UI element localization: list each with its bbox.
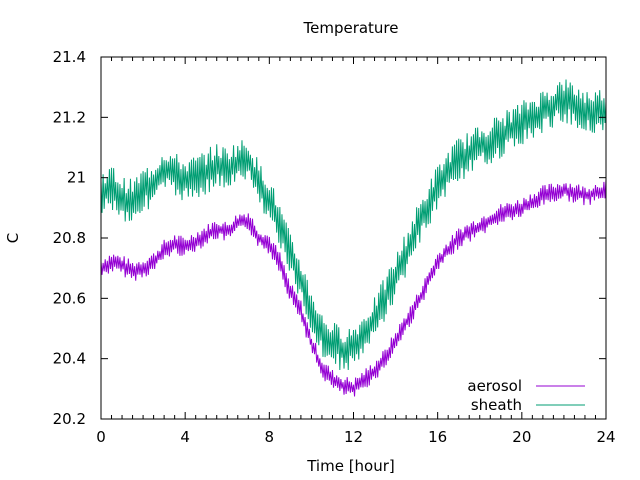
legend-label-sheath: sheath: [471, 396, 522, 414]
x-tick-label: 24: [596, 428, 615, 446]
x-axis-label: Time [hour]: [306, 457, 395, 475]
x-tick-label: 0: [96, 428, 106, 446]
axis-ticks: [100, 56, 607, 420]
y-tick-label: 21.4: [53, 48, 86, 66]
x-tick-label: 12: [344, 428, 363, 446]
tick-labels: 0 4 8 12 16 20 24 20.2 20.4 20.6 20.8 21 21.2 21.4: [53, 48, 616, 446]
y-tick-label: 20.2: [53, 410, 86, 428]
x-tick-label: 8: [265, 428, 275, 446]
legend-label-aerosol: aerosol: [467, 377, 522, 395]
y-tick-label: 20.6: [53, 289, 86, 307]
y-tick-label: 21: [67, 169, 86, 187]
series-line-aerosol: [100, 179, 607, 397]
y-tick-label: 21.2: [53, 108, 86, 126]
y-tick-label: 20.4: [53, 350, 86, 368]
series-line-sheath: [100, 79, 607, 371]
series-layer: [100, 79, 607, 397]
x-tick-label: 4: [180, 428, 190, 446]
x-tick-label: 20: [512, 428, 531, 446]
chart-title: Temperature: [302, 19, 398, 37]
x-tick-label: 16: [428, 428, 447, 446]
y-axis-label: C: [4, 233, 22, 243]
y-tick-label: 20.8: [53, 229, 86, 247]
